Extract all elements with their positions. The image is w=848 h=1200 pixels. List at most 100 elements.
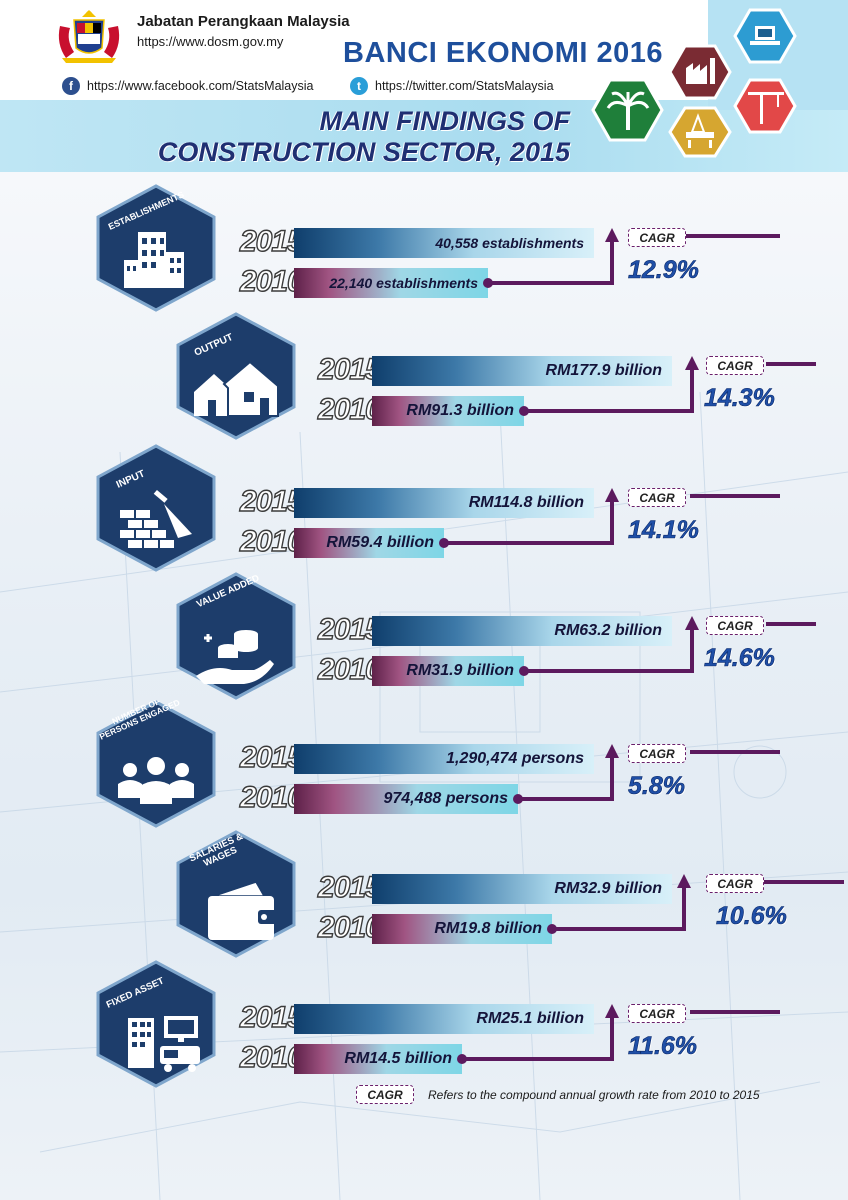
value-2015: RM32.9 billion xyxy=(554,880,662,897)
year-2015-label: 2015 xyxy=(239,1000,304,1034)
cagr-value: 10.6% xyxy=(716,902,787,931)
establishments-hexagon: ESTABLISHMENTS xyxy=(96,184,216,312)
census-title: BANCI EKONOMI 2016 xyxy=(343,37,664,69)
value-2015: 40,558 establishments xyxy=(435,235,584,251)
indicator-row-fixed-asset: FIXED ASSET 2015 RM25.1 billion 2010 RM1… xyxy=(0,960,848,1088)
manufacturing-icon xyxy=(668,44,732,100)
value-2010-bar: 974,488 persons xyxy=(294,784,518,814)
cagr-value: 14.1% xyxy=(628,516,699,545)
coins-hand-icon xyxy=(196,630,274,684)
indicator-row-persons-engaged: NUMBER OF PERSONS ENGAGED 2015 1,290,474… xyxy=(0,700,848,828)
indicator-row-output: OUTPUT 2015 RM177.9 billion 2010 RM91.3 … xyxy=(0,312,848,440)
value-2010: RM59.4 billion xyxy=(326,534,434,551)
cagr-value: 14.3% xyxy=(704,384,775,413)
fixed-asset-hexagon: FIXED ASSET xyxy=(96,960,216,1088)
brick-trowel-icon xyxy=(120,489,192,548)
houses-icon xyxy=(194,360,279,417)
cagr-value: 12.9% xyxy=(628,256,699,285)
twitter-url: https://twitter.com/StatsMalaysia xyxy=(375,79,554,93)
input-hexagon: INPUT xyxy=(96,444,216,572)
value-2010: 22,140 establishments xyxy=(329,275,478,291)
malaysia-coat-of-arms-icon xyxy=(58,10,120,63)
cagr-footnote: CAGR Refers to the compound annual growt… xyxy=(356,1085,760,1104)
cagr-tag: CAGR xyxy=(628,1004,686,1023)
value-2010-bar: RM91.3 billion xyxy=(372,396,524,426)
cagr-tag: CAGR xyxy=(628,228,686,247)
year-2015-label: 2015 xyxy=(239,740,304,774)
value-2010: RM31.9 billion xyxy=(406,662,514,679)
year-2015-label: 2015 xyxy=(317,612,382,646)
facebook-icon: f xyxy=(62,77,80,95)
value-2010-bar: RM31.9 billion xyxy=(372,656,524,686)
twitter-link[interactable]: t https://twitter.com/StatsMalaysia xyxy=(350,76,554,96)
agriculture-icon xyxy=(591,78,664,142)
cagr-value: 5.8% xyxy=(628,772,686,801)
value-2015-bar: RM25.1 billion xyxy=(294,1004,594,1034)
value-2010: RM19.8 billion xyxy=(434,920,542,937)
salaries-wages-hexagon: SALARIES & WAGES xyxy=(176,830,296,958)
value-2015-bar: RM32.9 billion xyxy=(372,874,672,904)
twitter-icon: t xyxy=(350,77,368,95)
year-2010-label: 2010 xyxy=(239,780,304,814)
value-2010: RM14.5 billion xyxy=(344,1050,452,1067)
wallet-icon xyxy=(208,881,278,940)
construction-icon xyxy=(733,78,797,134)
cagr-tag: CAGR xyxy=(706,616,764,635)
value-2010-bar: RM14.5 billion xyxy=(294,1044,462,1074)
value-2010-bar: RM59.4 billion xyxy=(294,528,444,558)
value-2015-bar: RM63.2 billion xyxy=(372,616,672,646)
services-icon xyxy=(733,8,797,64)
report-title: MAIN FINDINGS OF CONSTRUCTION SECTOR, 20… xyxy=(150,106,570,168)
indicator-row-input: INPUT 2015 RM114.8 billion 2010 RM59.4 b… xyxy=(0,444,848,572)
indicator-label: SALARIES & WAGES xyxy=(187,831,245,870)
economic-sectors-emblem xyxy=(591,8,797,158)
indicator-row-salaries-wages: SALARIES & WAGES 2015 RM32.9 billion 201… xyxy=(0,830,848,958)
footnote-text: Refers to the compound annual growth rat… xyxy=(428,1087,760,1102)
value-2010: 974,488 persons xyxy=(383,790,508,807)
indicator-row-value-added: VALUE ADDED 2015 RM63.2 billion 2010 RM3… xyxy=(0,572,848,700)
facebook-link[interactable]: f https://www.facebook.com/StatsMalaysia xyxy=(62,76,313,96)
value-2015: RM63.2 billion xyxy=(554,622,662,639)
year-2010-label: 2010 xyxy=(239,524,304,558)
year-2015-label: 2015 xyxy=(317,870,382,904)
cagr-tag: CAGR xyxy=(628,488,686,507)
value-2015: 1,290,474 persons xyxy=(446,750,584,767)
value-2015-bar: 40,558 establishments xyxy=(294,228,594,258)
year-2010-label: 2010 xyxy=(317,910,382,944)
year-2010-label: 2010 xyxy=(317,652,382,686)
value-2010-bar: 22,140 establishments xyxy=(294,268,488,298)
cagr-tag: CAGR xyxy=(706,874,764,893)
value-2015: RM114.8 billion xyxy=(468,494,584,511)
year-2015-label: 2015 xyxy=(239,484,304,518)
value-2015-bar: 1,290,474 persons xyxy=(294,744,594,774)
persons-engaged-hexagon: NUMBER OF PERSONS ENGAGED xyxy=(96,700,216,828)
value-2015: RM25.1 billion xyxy=(476,1010,584,1027)
indicator-row-establishments: ESTABLISHMENTS 2015 40,558 establishment… xyxy=(0,184,848,312)
year-2010-label: 2010 xyxy=(239,264,304,298)
output-hexagon: OUTPUT xyxy=(176,312,296,440)
value-2015-bar: RM177.9 billion xyxy=(372,356,672,386)
agency-url-link[interactable]: https://www.dosm.gov.my xyxy=(137,34,284,49)
header: Jabatan Perangkaan Malaysia https://www.… xyxy=(0,0,848,172)
report-title-line2: CONSTRUCTION SECTOR, 2015 xyxy=(157,137,570,167)
value-2010: RM91.3 billion xyxy=(406,402,514,419)
value-2015: RM177.9 billion xyxy=(545,362,662,379)
cagr-value: 11.6% xyxy=(628,1032,698,1061)
year-2010-label: 2010 xyxy=(317,392,382,426)
indicator-label: NUMBER OF PERSONS ENGAGED xyxy=(97,700,182,742)
mining-icon xyxy=(668,106,732,158)
value-2010-bar: RM19.8 billion xyxy=(372,914,552,944)
agency-name: Jabatan Perangkaan Malaysia xyxy=(137,13,350,30)
cagr-value: 14.6% xyxy=(704,644,775,673)
year-2015-label: 2015 xyxy=(317,352,382,386)
cagr-tag: CAGR xyxy=(706,356,764,375)
cagr-tag: CAGR xyxy=(628,744,686,763)
persons-icon xyxy=(118,757,194,804)
value-added-hexagon: VALUE ADDED xyxy=(176,572,296,700)
value-2015-bar: RM114.8 billion xyxy=(294,488,594,518)
year-2010-label: 2010 xyxy=(239,1040,304,1074)
report-title-line1: MAIN FINDINGS OF xyxy=(319,106,571,136)
facebook-url: https://www.facebook.com/StatsMalaysia xyxy=(87,79,314,93)
year-2015-label: 2015 xyxy=(239,224,304,258)
footnote-cagr-tag: CAGR xyxy=(356,1085,414,1104)
